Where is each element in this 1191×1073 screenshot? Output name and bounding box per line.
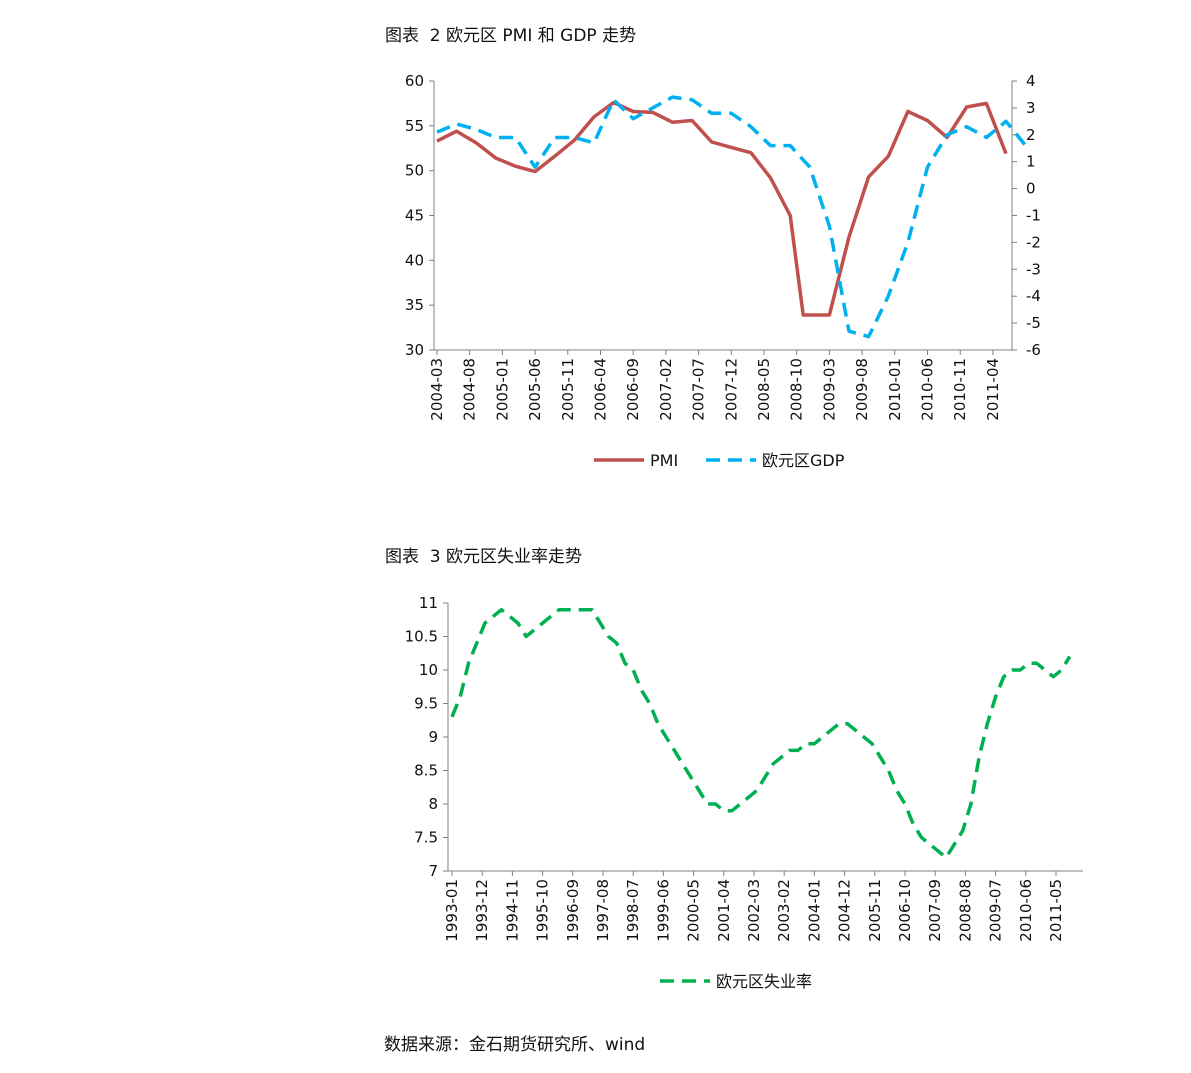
y-right-tick-label: 0 bbox=[1026, 180, 1036, 198]
y-left-tick-label: 7.5 bbox=[414, 829, 438, 847]
x-tick-label: 2004-03 bbox=[428, 358, 446, 421]
y-right-tick-label: -3 bbox=[1026, 260, 1041, 278]
y-left-tick-label: 11 bbox=[419, 594, 438, 612]
x-tick-label: 2005-11 bbox=[866, 879, 884, 942]
x-tick-label: 2006-04 bbox=[592, 358, 610, 421]
x-tick-label: 1997-08 bbox=[594, 879, 612, 942]
series-line bbox=[450, 607, 1072, 860]
x-tick-label: 2010-06 bbox=[1017, 879, 1035, 942]
y-left-tick-label: 10 bbox=[419, 661, 438, 679]
legend-label: 欧元区失业率 bbox=[716, 972, 812, 991]
x-tick-label: 2007-12 bbox=[722, 358, 740, 421]
x-tick-label: 2003-02 bbox=[775, 879, 793, 942]
y-left-tick-label: 8 bbox=[428, 795, 438, 813]
y-right-tick-label: 3 bbox=[1026, 99, 1036, 117]
x-tick-label: 2004-08 bbox=[461, 358, 479, 421]
y-left-tick-label: 60 bbox=[405, 72, 424, 90]
x-tick-label: 2000-05 bbox=[685, 879, 703, 942]
x-tick-label: 2005-01 bbox=[493, 358, 511, 421]
x-tick-label: 2008-08 bbox=[956, 879, 974, 942]
y-right-tick-label: -4 bbox=[1026, 287, 1041, 305]
x-tick-label: 2006-10 bbox=[896, 879, 914, 942]
source-note: 数据来源：金石期货研究所、wind bbox=[384, 1035, 646, 1055]
x-tick-label: 1998-07 bbox=[624, 879, 642, 942]
y-left-tick-label: 9 bbox=[428, 728, 438, 746]
y-right-tick-label: -2 bbox=[1026, 233, 1041, 251]
x-tick-label: 2006-09 bbox=[624, 358, 642, 421]
y-left-tick-label: 10.5 bbox=[405, 628, 438, 646]
x-tick-label: 2005-11 bbox=[559, 358, 577, 421]
y-right-tick-label: -6 bbox=[1026, 341, 1041, 359]
y-left-tick-label: 9.5 bbox=[414, 695, 438, 713]
y-right-tick-label: 4 bbox=[1026, 72, 1036, 90]
y-right-tick-label: -5 bbox=[1026, 314, 1041, 332]
x-tick-label: 2009-07 bbox=[987, 879, 1005, 942]
x-tick-label: 2007-02 bbox=[657, 358, 675, 421]
unemployment-chart: 7 7.5 8 8.5 9 9.5 10 10.5 11 1993-01 1993-12 1994-1… bbox=[405, 594, 1083, 991]
y-right-tick-label: 2 bbox=[1026, 126, 1036, 144]
x-tick-label: 1993-01 bbox=[443, 879, 461, 942]
x-tick-label: 2007-07 bbox=[690, 358, 708, 421]
x-tick-label: 1994-11 bbox=[503, 879, 521, 942]
x-tick-label: 2002-03 bbox=[745, 879, 763, 942]
y-right-tick-label: -1 bbox=[1026, 207, 1041, 225]
x-tick-label: 1993-12 bbox=[473, 879, 491, 942]
series-line bbox=[436, 100, 1008, 317]
x-tick-label: 2001-04 bbox=[715, 879, 733, 942]
x-tick-label: 2011-04 bbox=[984, 358, 1002, 421]
y-left-tick-label: 7 bbox=[428, 862, 438, 880]
y-left-tick-label: 35 bbox=[405, 296, 424, 314]
x-tick-label: 2010-11 bbox=[951, 358, 969, 421]
y-left-tick-label: 40 bbox=[405, 251, 424, 269]
x-tick-label: 2004-12 bbox=[836, 879, 854, 942]
x-tick-label: 2010-01 bbox=[886, 358, 904, 421]
legend-label: 欧元区GDP bbox=[762, 451, 845, 470]
y-right-tick-label: 1 bbox=[1026, 153, 1036, 171]
x-tick-label: 2008-05 bbox=[755, 358, 773, 421]
y-left-tick-label: 50 bbox=[405, 162, 424, 180]
x-tick-label: 1995-10 bbox=[534, 879, 552, 942]
x-tick-label: 2010-06 bbox=[919, 358, 937, 421]
x-tick-label: 2009-03 bbox=[820, 358, 838, 421]
x-tick-label: 1996-09 bbox=[564, 879, 582, 942]
x-tick-label: 2007-09 bbox=[926, 879, 944, 942]
series-line bbox=[436, 95, 1027, 339]
pmi-gdp-chart: 30 35 40 45 50 55 60 -6 -5 -4 -3 -2 -1 0 1 2 3 4 2004-03 20… bbox=[405, 72, 1041, 470]
chart2-title: 图表 3 欧元区失业率走势 bbox=[385, 547, 583, 567]
x-tick-label: 1999-06 bbox=[654, 879, 672, 942]
chart1-title: 图表 2 欧元区 PMI 和 GDP 走势 bbox=[385, 26, 637, 46]
x-tick-label: 2009-08 bbox=[853, 358, 871, 421]
y-left-tick-label: 30 bbox=[405, 341, 424, 359]
y-left-tick-label: 55 bbox=[405, 117, 424, 135]
legend-label: PMI bbox=[650, 451, 678, 470]
x-tick-label: 2008-10 bbox=[788, 358, 806, 421]
x-tick-label: 2011-05 bbox=[1047, 879, 1065, 942]
y-left-tick-label: 8.5 bbox=[414, 762, 438, 780]
y-left-tick-label: 45 bbox=[405, 207, 424, 225]
x-tick-label: 2005-06 bbox=[526, 358, 544, 421]
x-tick-label: 2004-01 bbox=[805, 879, 823, 942]
